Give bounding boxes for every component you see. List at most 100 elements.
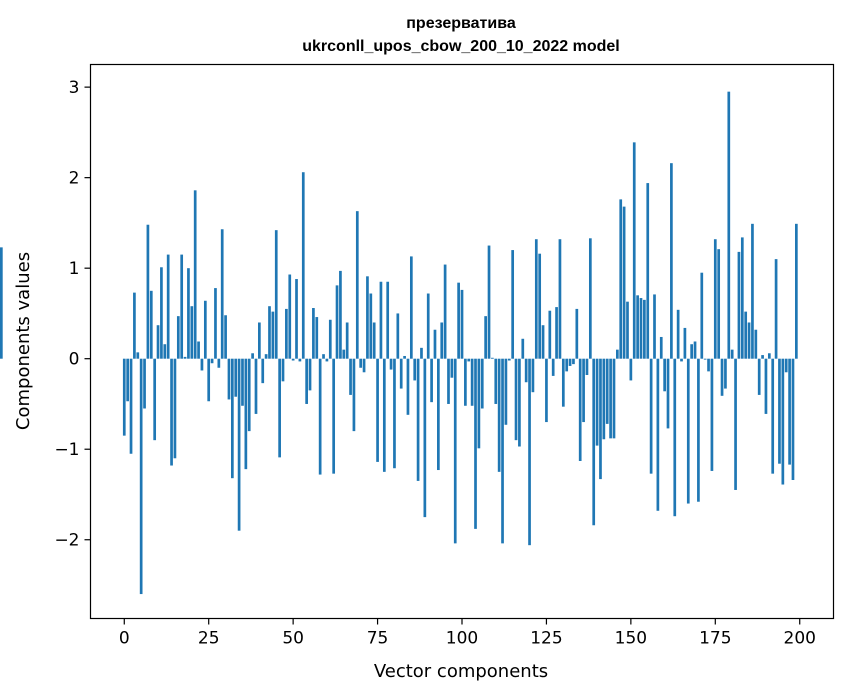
bar	[707, 358, 710, 372]
bar	[409, 256, 413, 359]
bar	[308, 358, 312, 391]
bar	[403, 355, 406, 359]
bar	[653, 294, 656, 359]
y-tick-label: 1	[69, 259, 80, 279]
bar	[727, 91, 731, 359]
bar	[663, 358, 666, 392]
bar	[423, 358, 427, 518]
bar	[443, 264, 447, 359]
bar	[399, 358, 403, 389]
bar	[183, 356, 187, 359]
bar	[153, 358, 157, 441]
bar	[680, 358, 683, 362]
bar	[747, 322, 751, 359]
bar	[778, 358, 781, 464]
bar	[507, 358, 511, 361]
bar	[636, 295, 639, 359]
bar	[703, 358, 707, 360]
bar	[382, 358, 386, 472]
bar	[649, 358, 653, 474]
x-axis-label: Vector components	[374, 661, 548, 682]
bar	[355, 211, 359, 359]
bar	[602, 358, 606, 440]
bar	[524, 358, 528, 383]
bar	[220, 229, 224, 359]
bar	[751, 223, 754, 359]
bar	[187, 268, 190, 359]
bar	[467, 358, 471, 362]
bar	[251, 353, 254, 359]
bar	[396, 313, 400, 359]
bar	[558, 239, 562, 359]
bar	[433, 329, 437, 359]
bar	[328, 319, 332, 359]
bar	[217, 358, 221, 368]
x-tick-label: 0	[119, 629, 130, 649]
y-axis-label: Components values	[13, 252, 34, 430]
bar	[261, 358, 265, 384]
bar	[214, 288, 217, 359]
bar	[420, 347, 423, 359]
bar	[511, 250, 515, 359]
bar	[568, 358, 572, 366]
bar	[484, 316, 487, 359]
bar	[234, 358, 238, 397]
bar	[372, 322, 376, 359]
bar	[173, 358, 177, 459]
bar	[440, 322, 444, 359]
bar	[494, 358, 498, 404]
bar	[369, 293, 373, 359]
bar	[339, 270, 342, 359]
bar	[561, 358, 565, 407]
bar	[578, 358, 582, 461]
bar	[585, 358, 589, 375]
bar	[143, 358, 146, 409]
bar	[774, 259, 778, 359]
bar	[629, 358, 633, 381]
bar	[582, 358, 585, 423]
bar	[133, 292, 136, 359]
bar	[534, 239, 538, 359]
bar	[139, 358, 143, 595]
bar	[291, 358, 295, 361]
chart-title-line-2: ukrconll_upos_cbow_200_10_2022 model	[302, 38, 619, 55]
bar	[122, 358, 126, 436]
bar	[176, 316, 180, 359]
bar	[740, 237, 744, 359]
bar	[632, 142, 636, 359]
bar	[258, 322, 261, 359]
bar	[288, 274, 292, 359]
bar	[504, 358, 508, 425]
bar	[278, 358, 281, 458]
bar	[531, 358, 535, 393]
bar	[622, 206, 626, 359]
bar	[295, 279, 298, 359]
x-tick-label: 200	[784, 629, 816, 649]
y-axis-ticks: −2 −1 0 1 2 3	[54, 78, 91, 551]
bar	[538, 253, 542, 359]
bar	[129, 358, 133, 454]
bar	[203, 300, 207, 359]
bar	[406, 358, 410, 415]
bar	[690, 344, 693, 359]
bar	[393, 358, 396, 469]
bar	[764, 358, 768, 414]
bar	[450, 358, 454, 378]
bar	[126, 358, 129, 402]
bar	[697, 358, 700, 502]
bar	[413, 358, 417, 381]
bar	[464, 358, 467, 406]
bar	[616, 349, 619, 359]
bar	[224, 315, 227, 359]
bar	[376, 358, 379, 462]
x-tick-label: 50	[282, 629, 304, 649]
bar	[416, 358, 420, 481]
bar	[518, 358, 521, 447]
bar	[244, 358, 248, 470]
bar	[325, 358, 329, 362]
bar	[453, 358, 457, 544]
bar	[379, 281, 383, 359]
bar	[501, 358, 504, 544]
bar	[659, 336, 663, 359]
y-tick-label: −2	[54, 531, 79, 551]
